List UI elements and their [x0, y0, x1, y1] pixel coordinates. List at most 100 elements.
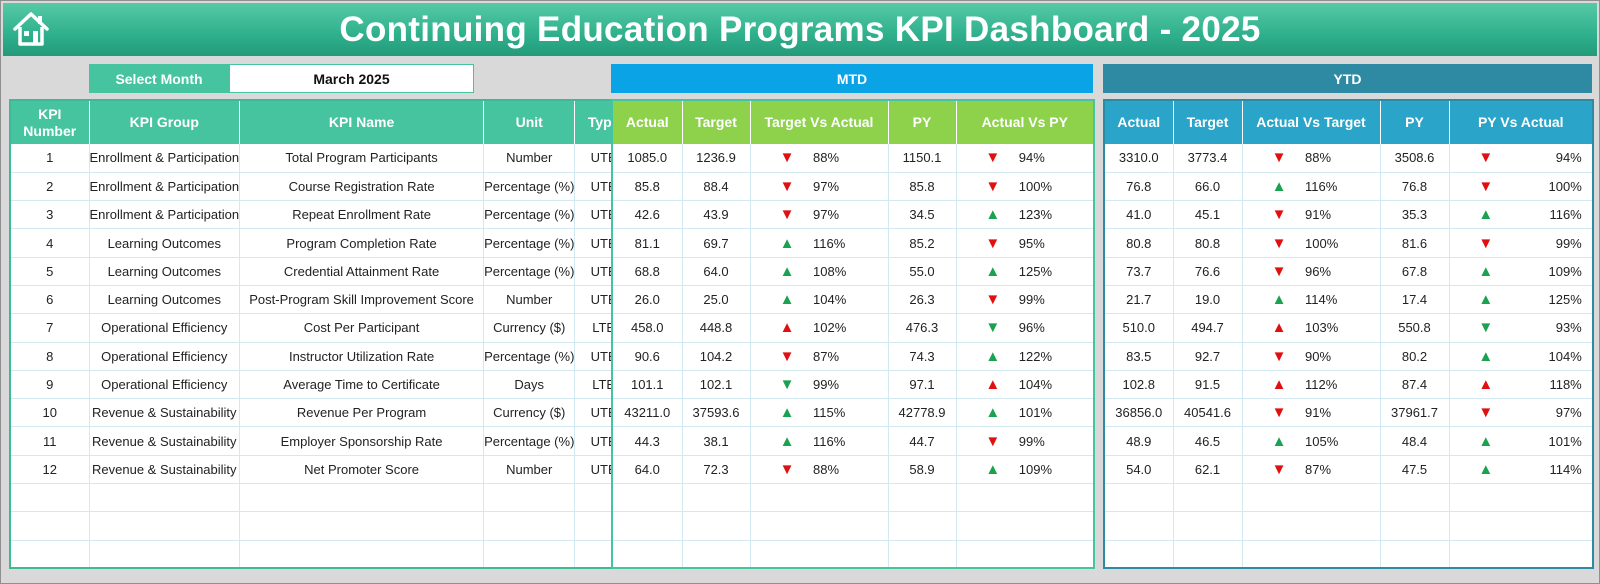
empty-cell	[682, 540, 751, 569]
ytd-target: 66.0	[1173, 172, 1243, 202]
kpi-unit: Number	[483, 455, 576, 485]
empty-cell	[1380, 511, 1450, 541]
arrow-down-icon: ▼	[779, 460, 795, 478]
arrow-up-icon: ▲	[1478, 460, 1494, 478]
mtd-table: Actual Target Target Vs Actual PY Actual Vs …	[611, 99, 1095, 570]
mtd-py: 26.3	[888, 285, 957, 315]
mtd-target: 448.8	[682, 313, 751, 343]
empty-cell	[1242, 511, 1381, 541]
ytd-py: 17.4	[1380, 285, 1450, 315]
percent-value: 93%	[1555, 320, 1582, 336]
empty-cell	[1380, 540, 1450, 569]
ytd-target: 45.1	[1173, 200, 1243, 230]
percent-value: 87%	[813, 348, 840, 364]
kpi-group: Enrollment & Participation	[89, 200, 241, 230]
empty-cell	[682, 483, 751, 513]
select-month-dropdown[interactable]: March 2025	[229, 64, 474, 93]
empty-cell	[612, 511, 683, 541]
ytd-py: 87.4	[1380, 370, 1450, 400]
mtd-actual: 44.3	[612, 426, 683, 456]
percent-value: 88%	[813, 150, 840, 166]
comparison-cell: ▼ 100%	[1242, 228, 1381, 258]
percent-value: 104%	[813, 292, 847, 308]
comparison-cell: ▲ 114%	[1242, 285, 1381, 315]
kpi-unit: Number	[483, 144, 576, 173]
empty-cell	[10, 540, 90, 569]
arrow-up-icon: ▲	[1271, 319, 1287, 337]
comparison-cell: ▲ 101%	[1449, 426, 1594, 456]
comparison-cell: ▲ 104%	[956, 370, 1095, 400]
table-row: 458.0 448.8 ▲ 102% 476.3 ▼ 96%	[612, 313, 1095, 343]
arrow-up-icon: ▲	[1478, 291, 1494, 309]
kpi-name: Credential Attainment Rate	[239, 257, 485, 286]
percent-value: 123%	[1018, 207, 1052, 223]
kpi-col-header: Unit	[483, 100, 576, 144]
arrow-down-icon: ▼	[1478, 234, 1494, 252]
mtd-actual: 64.0	[612, 455, 683, 485]
ytd-py: 48.4	[1380, 426, 1450, 456]
table-row: 36856.0 40541.6 ▼ 91% 37961.7 ▼ 97%	[1104, 398, 1594, 428]
empty-cell	[89, 511, 241, 541]
kpi-name: Repeat Enrollment Rate	[239, 200, 485, 230]
empty-cell	[89, 483, 241, 513]
mtd-target: 64.0	[682, 257, 751, 286]
comparison-cell: ▲ 105%	[1242, 426, 1381, 456]
arrow-up-icon: ▲	[985, 376, 1001, 394]
percent-value: 99%	[1018, 292, 1045, 308]
ytd-table: Actual Target Actual Vs Target PY PY Vs Actu…	[1103, 99, 1594, 570]
percent-value: 91%	[1305, 207, 1332, 223]
empty-row	[10, 483, 634, 513]
ytd-col-header: Target	[1173, 100, 1243, 144]
ytd-target: 3773.4	[1173, 144, 1243, 173]
percent-value: 116%	[813, 433, 846, 449]
percent-value: 94%	[1018, 150, 1045, 166]
arrow-down-icon: ▼	[1271, 347, 1287, 365]
arrow-down-icon: ▼	[1271, 460, 1287, 478]
ytd-actual: 76.8	[1104, 172, 1174, 202]
arrow-down-icon: ▼	[779, 149, 795, 167]
mtd-target: 102.1	[682, 370, 751, 400]
arrow-up-icon: ▲	[779, 262, 795, 280]
percent-value: 102%	[813, 320, 847, 336]
arrow-up-icon: ▲	[985, 206, 1001, 224]
percent-value: 104%	[1018, 377, 1052, 393]
mtd-actual: 68.8	[612, 257, 683, 286]
arrow-down-icon: ▼	[1478, 319, 1494, 337]
table-row: 76.8 66.0 ▲ 116% 76.8 ▼ 100%	[1104, 172, 1594, 202]
table-row: 44.3 38.1 ▲ 116% 44.7 ▼ 99%	[612, 426, 1095, 456]
comparison-cell: ▼ 100%	[956, 172, 1095, 202]
select-month-label: Select Month	[89, 64, 229, 93]
table-row: 83.5 92.7 ▼ 90% 80.2 ▲ 104%	[1104, 342, 1594, 371]
comparison-cell: ▲ 122%	[956, 342, 1095, 371]
kpi-number: 6	[10, 285, 90, 315]
kpi-unit: Percentage (%)	[483, 228, 576, 258]
ytd-py: 76.8	[1380, 172, 1450, 202]
comparison-cell: ▼ 99%	[750, 370, 889, 400]
mtd-target: 38.1	[682, 426, 751, 456]
table-row: 42.6 43.9 ▼ 97% 34.5 ▲ 123%	[612, 200, 1095, 230]
comparison-cell: ▼ 100%	[1449, 172, 1594, 202]
ytd-target: 46.5	[1173, 426, 1243, 456]
dashboard-header: Continuing Education Programs KPI Dashbo…	[3, 3, 1597, 56]
ytd-py: 3508.6	[1380, 144, 1450, 173]
mtd-py: 58.9	[888, 455, 957, 485]
empty-cell	[888, 540, 957, 569]
empty-cell	[10, 511, 90, 541]
kpi-unit: Percentage (%)	[483, 172, 576, 202]
table-row: 9 Operational Efficiency Average Time to C…	[10, 370, 634, 400]
ytd-actual: 36856.0	[1104, 398, 1174, 428]
empty-cell	[1104, 540, 1174, 569]
kpi-name: Cost Per Participant	[239, 313, 485, 343]
arrow-up-icon: ▲	[779, 234, 795, 252]
comparison-cell: ▲ 108%	[750, 257, 889, 286]
mtd-col-header: Actual Vs PY	[956, 100, 1095, 144]
arrow-up-icon: ▲	[1271, 376, 1287, 394]
table-row: 11 Revenue & Sustainability Employer Spons…	[10, 426, 634, 456]
table-row: 26.0 25.0 ▲ 104% 26.3 ▼ 99%	[612, 285, 1095, 315]
ytd-actual: 510.0	[1104, 313, 1174, 343]
arrow-up-icon: ▲	[985, 262, 1001, 280]
arrow-up-icon: ▲	[779, 432, 795, 450]
home-icon[interactable]	[11, 9, 51, 49]
kpi-group: Learning Outcomes	[89, 228, 241, 258]
kpi-unit: Percentage (%)	[483, 342, 576, 371]
